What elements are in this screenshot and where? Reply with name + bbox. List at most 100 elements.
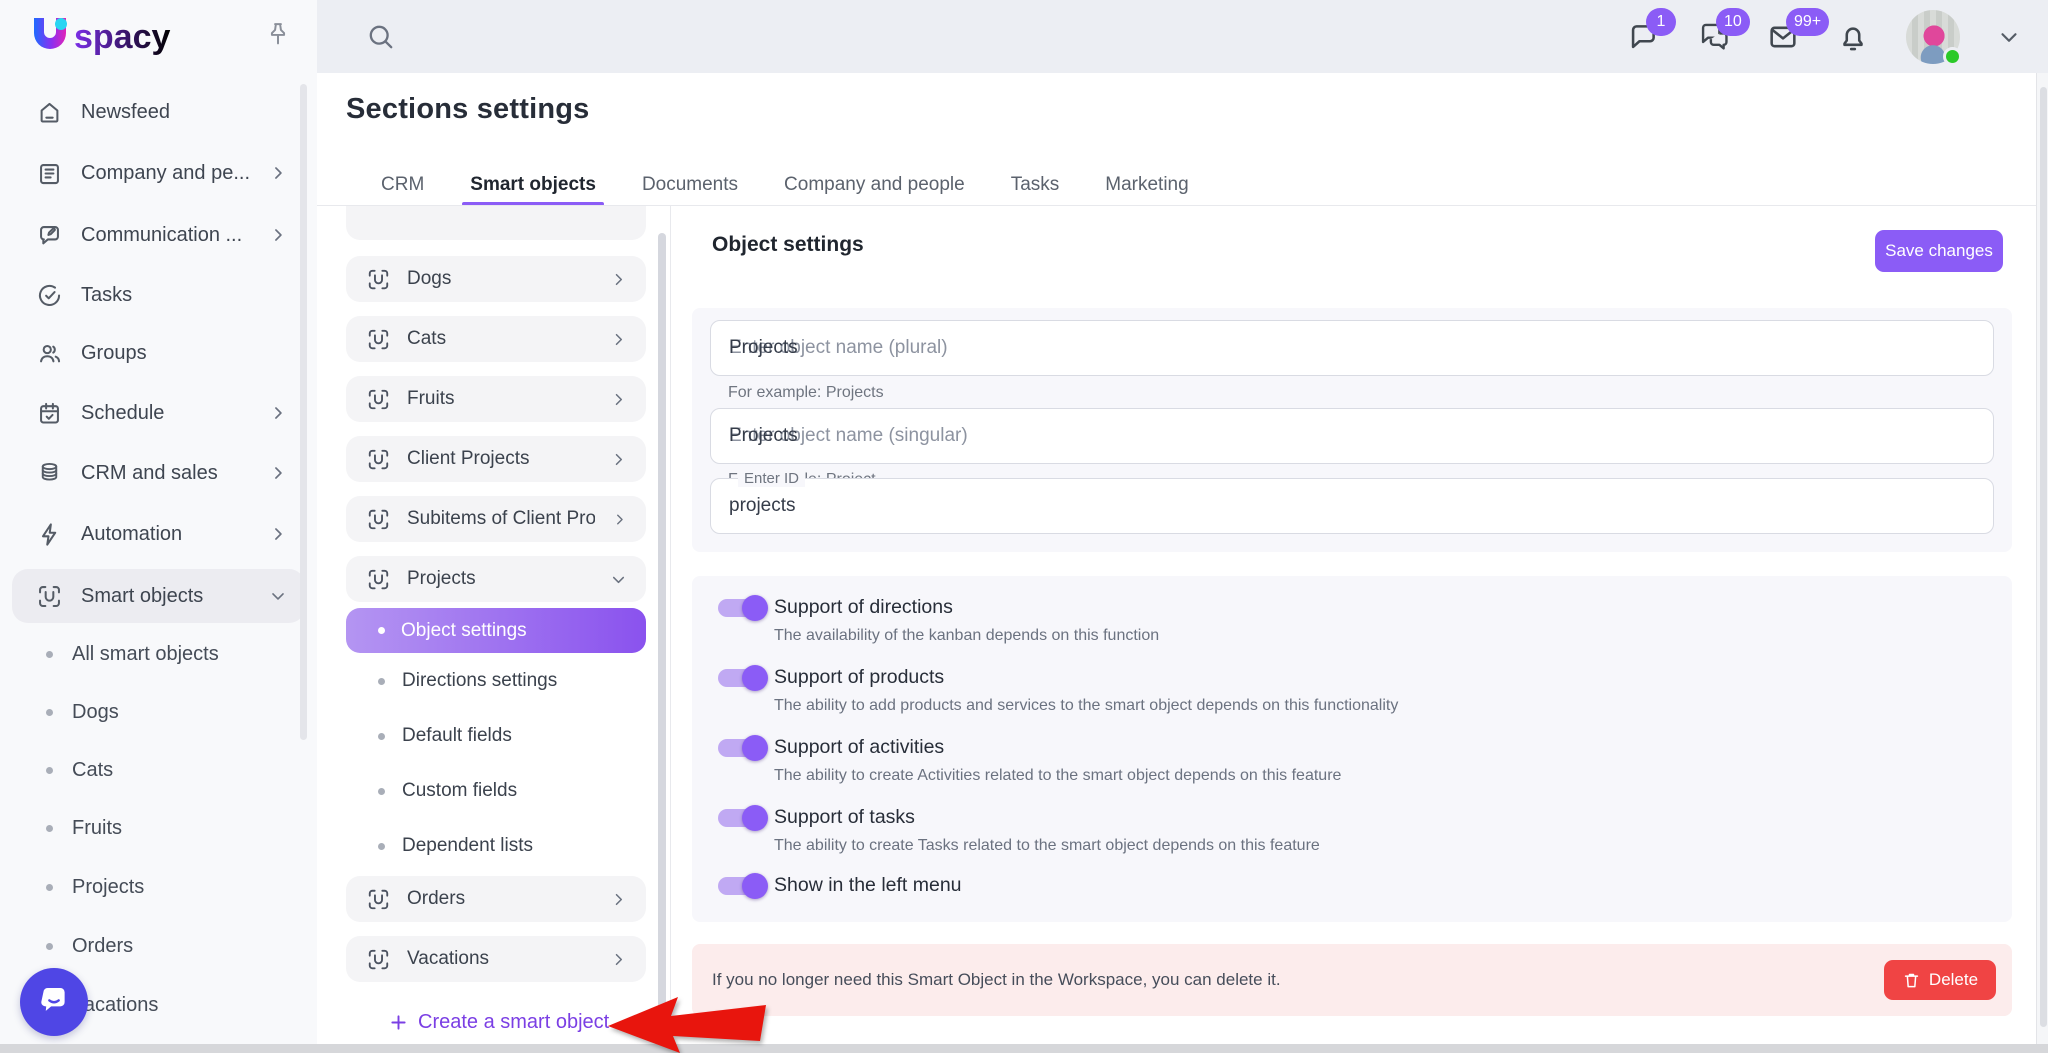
smart-object-card-subitems-of-client-projects[interactable]: Subitems of Client Proj... bbox=[346, 496, 646, 542]
group-chats-badge: 10 bbox=[1716, 7, 1750, 36]
projects-child-dependent-lists[interactable]: Dependent lists bbox=[346, 826, 646, 866]
smart-object-card-dogs[interactable]: Dogs bbox=[346, 256, 646, 302]
support-of-activities-toggle[interactable] bbox=[718, 734, 768, 762]
message-edit-icon bbox=[36, 222, 63, 249]
user-avatar[interactable] bbox=[1906, 9, 1962, 66]
sidebar-item-projects[interactable]: Projects bbox=[14, 867, 304, 907]
support-of-products-toggle[interactable] bbox=[718, 664, 768, 692]
tab-marketing[interactable]: Marketing bbox=[1105, 174, 1189, 195]
tab-tasks[interactable]: Tasks bbox=[1010, 174, 1060, 195]
search-icon[interactable] bbox=[365, 21, 396, 52]
direct-messages-button[interactable]: 1 bbox=[1626, 7, 1676, 54]
sidebar-item-crm-and-sales[interactable]: CRM and sales bbox=[14, 451, 304, 495]
save-changes-button[interactable]: Save changes bbox=[1875, 230, 2003, 272]
notifications-button[interactable] bbox=[1836, 20, 1870, 54]
create-smart-object-link[interactable]: Create a smart object bbox=[388, 1006, 609, 1038]
chevron-right-icon bbox=[609, 330, 628, 349]
home-icon bbox=[36, 99, 63, 126]
smart-object-brackets-icon bbox=[366, 887, 391, 912]
smart-object-card-vacations[interactable]: Vacations bbox=[346, 936, 646, 982]
chevron-right-icon bbox=[268, 163, 288, 183]
sidebar-item-communication[interactable]: Communication ... bbox=[14, 213, 304, 257]
object-name-plural-input[interactable]: Enter object name (plural) Projects bbox=[710, 320, 1994, 376]
projects-child-custom-fields[interactable]: Custom fields bbox=[346, 771, 646, 811]
delete-button[interactable]: Delete bbox=[1884, 960, 1996, 1000]
smart-object-card-orders[interactable]: Orders bbox=[346, 876, 646, 922]
smart-object-brackets-icon bbox=[366, 947, 391, 972]
plural-placeholder: Enter object name (plural) bbox=[729, 337, 948, 358]
smart-object-brackets-icon bbox=[366, 387, 391, 412]
profile-menu-chevron-down-icon[interactable] bbox=[1996, 24, 2022, 50]
id-card-icon bbox=[36, 160, 63, 187]
chevron-right-icon bbox=[609, 950, 628, 969]
topbar-right-cluster: 1 10 99+ bbox=[1626, 0, 2022, 73]
sidebar-item-all-smart-objects[interactable]: All smart objects bbox=[14, 634, 304, 674]
online-status-dot bbox=[1943, 46, 1962, 66]
trash-icon bbox=[1902, 971, 1921, 990]
check-circle-icon bbox=[36, 282, 63, 309]
sidebar-item-label: Tasks bbox=[81, 283, 133, 306]
sidebar-item-label: Automation bbox=[81, 522, 183, 545]
smart-object-card-fruits[interactable]: Fruits bbox=[346, 376, 646, 422]
sidebar-subitem-label: Projects bbox=[72, 875, 145, 898]
sidebar-item-company-and-people[interactable]: Company and pe... bbox=[14, 151, 304, 195]
smart-object-card-client-projects[interactable]: Client Projects bbox=[346, 436, 646, 482]
sidebar-item-orders[interactable]: Orders bbox=[14, 926, 304, 966]
projects-child-default-fields[interactable]: Default fields bbox=[346, 716, 646, 756]
sidebar-item-label: Smart objects bbox=[81, 584, 204, 607]
sidebar-item-groups[interactable]: Groups bbox=[14, 331, 304, 375]
page-scrollbar-thumb[interactable] bbox=[2039, 87, 2047, 1027]
tab-smart-objects[interactable]: Smart objects bbox=[462, 174, 604, 206]
object-name-singular-input[interactable]: Enter object name (singular) Projects bbox=[710, 408, 1994, 464]
topbar: 1 10 99+ bbox=[317, 0, 2048, 73]
uspacy-logo[interactable]: spacy bbox=[26, 10, 206, 67]
smart-object-brackets-icon bbox=[366, 507, 391, 532]
sidebar-item-dogs[interactable]: Dogs bbox=[14, 692, 304, 732]
sidebar-subitem-label: Cats bbox=[72, 758, 114, 781]
plus-icon bbox=[388, 1012, 409, 1033]
sidebar-scrollbar[interactable] bbox=[300, 84, 307, 740]
left-sidebar: spacy Newsfeed Company and pe... Communi… bbox=[0, 0, 317, 1053]
chevron-right-icon bbox=[268, 463, 288, 483]
bullet-icon bbox=[46, 650, 53, 658]
sidebar-item-schedule[interactable]: Schedule bbox=[14, 391, 304, 435]
bullet-icon bbox=[46, 824, 53, 832]
singular-placeholder: Enter object name (singular) bbox=[729, 425, 968, 446]
chevron-down-icon bbox=[268, 586, 288, 606]
support-chat-button[interactable] bbox=[20, 968, 88, 1036]
object-list-scrollbar[interactable] bbox=[658, 233, 666, 1045]
svg-text:spacy: spacy bbox=[74, 18, 170, 56]
sidebar-item-automation[interactable]: Automation bbox=[14, 512, 304, 556]
projects-child-object-settings[interactable]: Object settings bbox=[346, 608, 646, 653]
chevron-right-icon bbox=[611, 510, 628, 529]
users-icon bbox=[36, 340, 63, 367]
smart-object-card-projects[interactable]: Projects bbox=[346, 556, 646, 602]
bullet-icon bbox=[378, 842, 385, 850]
support-of-tasks-toggle[interactable] bbox=[718, 804, 768, 832]
tab-crm[interactable]: CRM bbox=[381, 174, 425, 195]
smart-object-brackets-icon bbox=[366, 327, 391, 352]
sidebar-item-tasks[interactable]: Tasks bbox=[14, 273, 304, 317]
sidebar-item-fruits[interactable]: Fruits bbox=[14, 808, 304, 848]
smart-object-card-cats[interactable]: Cats bbox=[346, 316, 646, 362]
group-chats-button[interactable]: 10 bbox=[1696, 7, 1750, 54]
sidebar-item-label: Newsfeed bbox=[81, 100, 170, 123]
tab-documents[interactable]: Documents bbox=[641, 174, 739, 195]
sidebar-item-newsfeed[interactable]: Newsfeed bbox=[14, 90, 304, 134]
sidebar-item-cats[interactable]: Cats bbox=[14, 750, 304, 790]
projects-child-directions-settings[interactable]: Directions settings bbox=[346, 661, 646, 701]
sidebar-item-smart-objects[interactable]: Smart objects bbox=[14, 574, 304, 618]
bullet-icon bbox=[46, 766, 53, 774]
show-in-left-menu-toggle[interactable] bbox=[718, 872, 768, 900]
smart-object-card-partial[interactable] bbox=[346, 206, 646, 240]
support-of-directions-toggle[interactable] bbox=[718, 594, 768, 622]
plural-value: Projects bbox=[729, 337, 798, 358]
plural-helper-text: For example: Projects bbox=[728, 384, 884, 401]
page-scrollbar[interactable] bbox=[2036, 73, 2048, 1044]
tab-company-and-people[interactable]: Company and people bbox=[784, 174, 965, 195]
pin-sidebar-icon[interactable] bbox=[264, 20, 292, 48]
singular-value: Projects bbox=[729, 425, 798, 446]
coins-stack-icon bbox=[36, 460, 63, 487]
inbox-button[interactable]: 99+ bbox=[1766, 7, 1830, 54]
object-id-input[interactable]: projects bbox=[710, 478, 1994, 534]
